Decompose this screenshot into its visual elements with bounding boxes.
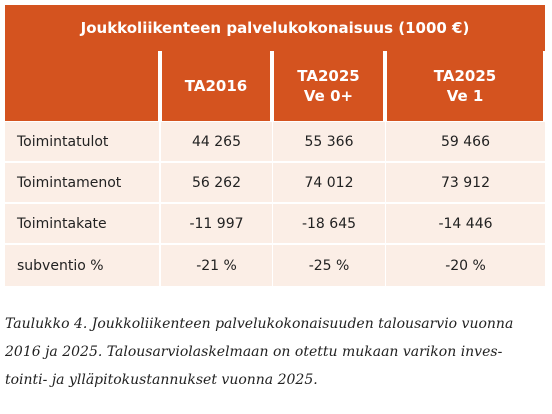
table-cell: 74 012 xyxy=(273,163,385,202)
header-line: TA2025 xyxy=(297,67,360,85)
header-cell xyxy=(5,51,158,121)
row-label: Toimintatulot xyxy=(5,122,159,161)
header-line: TA2025 xyxy=(433,67,497,85)
table-cell: -18 645 xyxy=(273,204,385,243)
table-cell: -25 % xyxy=(273,245,385,286)
table-cell: 55 366 xyxy=(273,122,385,161)
row-label: Toimintakate xyxy=(5,204,159,243)
table-cell: 56 262 xyxy=(161,163,272,202)
table-cell: -21 % xyxy=(161,245,272,286)
column-header: TA2025 Ve 1 xyxy=(387,51,543,121)
column-header: TA2016 xyxy=(162,51,270,121)
column-header: TA2025 Ve 0+ xyxy=(274,51,383,121)
table-cell: -20 % xyxy=(386,245,545,286)
table-cell: -11 997 xyxy=(161,204,272,243)
header-line: TA2016 xyxy=(184,77,248,95)
table-title: Joukkoliikenteen palvelukokonaisuus (100… xyxy=(5,5,545,51)
row-label: subventio % xyxy=(5,245,159,286)
header-line: Ve 0+ xyxy=(303,87,354,105)
header-line: Ve 1 xyxy=(446,87,484,105)
caption-line: Taulukko 4. Joukkoliikenteen palvelukoko… xyxy=(5,316,514,332)
row-label: Toimintamenot xyxy=(5,163,159,202)
table-cell: 59 466 xyxy=(386,122,545,161)
caption-line: 2016 ja 2025. Talousarviolaskelmaan on o… xyxy=(5,344,503,360)
table-cell: 44 265 xyxy=(161,122,272,161)
caption-line: tointi- ja ylläpitokustannukset vuonna 2… xyxy=(5,372,318,388)
table-cell: 73 912 xyxy=(386,163,545,202)
table-cell: -14 446 xyxy=(386,204,545,243)
